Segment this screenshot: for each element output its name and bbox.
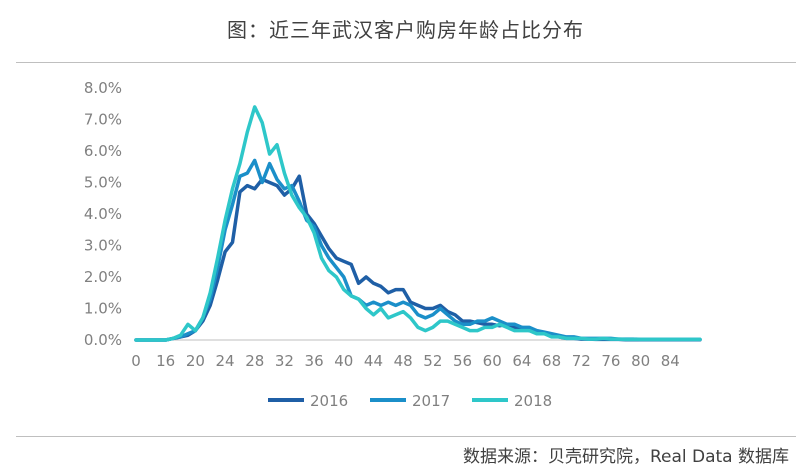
y-tick-label: 4.0% <box>84 205 122 223</box>
y-tick-label: 2.0% <box>84 268 122 286</box>
y-tick-label: 5.0% <box>84 174 122 192</box>
x-tick-label: 60 <box>483 352 502 370</box>
x-tick-label: 52 <box>423 352 442 370</box>
chart-title: 图：近三年武汉客户购房年龄占比分布 <box>227 18 584 42</box>
x-tick-label: 68 <box>542 352 561 370</box>
y-tick-label: 3.0% <box>84 237 122 255</box>
x-tick-label: 56 <box>453 352 472 370</box>
top-divider <box>16 62 796 63</box>
x-axis-ticks: 0 16 20 24 28 32 36 40 44 48 52 56 60 64 68 72 76 80 84 <box>131 352 680 370</box>
x-tick-label: 72 <box>572 352 591 370</box>
x-tick-label: 0 <box>131 352 141 370</box>
y-tick-label: 1.0% <box>84 300 122 318</box>
legend-label-2018: 2018 <box>514 392 552 410</box>
x-tick-label: 84 <box>661 352 680 370</box>
series-line-2018 <box>134 105 702 342</box>
x-tick-label: 44 <box>364 352 383 370</box>
x-tick-label: 76 <box>601 352 620 370</box>
x-tick-label: 16 <box>156 352 175 370</box>
y-axis-ticks: 0.0% 1.0% 2.0% 3.0% 4.0% 5.0% 6.0% 7.0% 8.0% <box>84 79 122 349</box>
y-tick-label: 6.0% <box>84 142 122 160</box>
x-tick-label: 20 <box>186 352 205 370</box>
series-lines <box>134 105 702 342</box>
x-tick-label: 24 <box>216 352 235 370</box>
x-tick-label: 40 <box>334 352 353 370</box>
x-tick-label: 32 <box>275 352 294 370</box>
bottom-divider <box>16 436 796 437</box>
x-tick-label: 28 <box>245 352 264 370</box>
x-tick-label: 80 <box>631 352 650 370</box>
source-note: 数据来源：贝壳研究院，Real Data 数据库 <box>462 447 789 467</box>
x-tick-label: 36 <box>305 352 324 370</box>
y-tick-label: 8.0% <box>84 79 122 97</box>
legend: 2016 2017 2018 <box>268 392 552 410</box>
x-tick-label: 48 <box>394 352 413 370</box>
x-tick-label: 64 <box>512 352 531 370</box>
y-tick-label: 0.0% <box>84 331 122 349</box>
legend-label-2017: 2017 <box>412 392 450 410</box>
legend-label-2016: 2016 <box>310 392 348 410</box>
y-tick-label: 7.0% <box>84 111 122 129</box>
